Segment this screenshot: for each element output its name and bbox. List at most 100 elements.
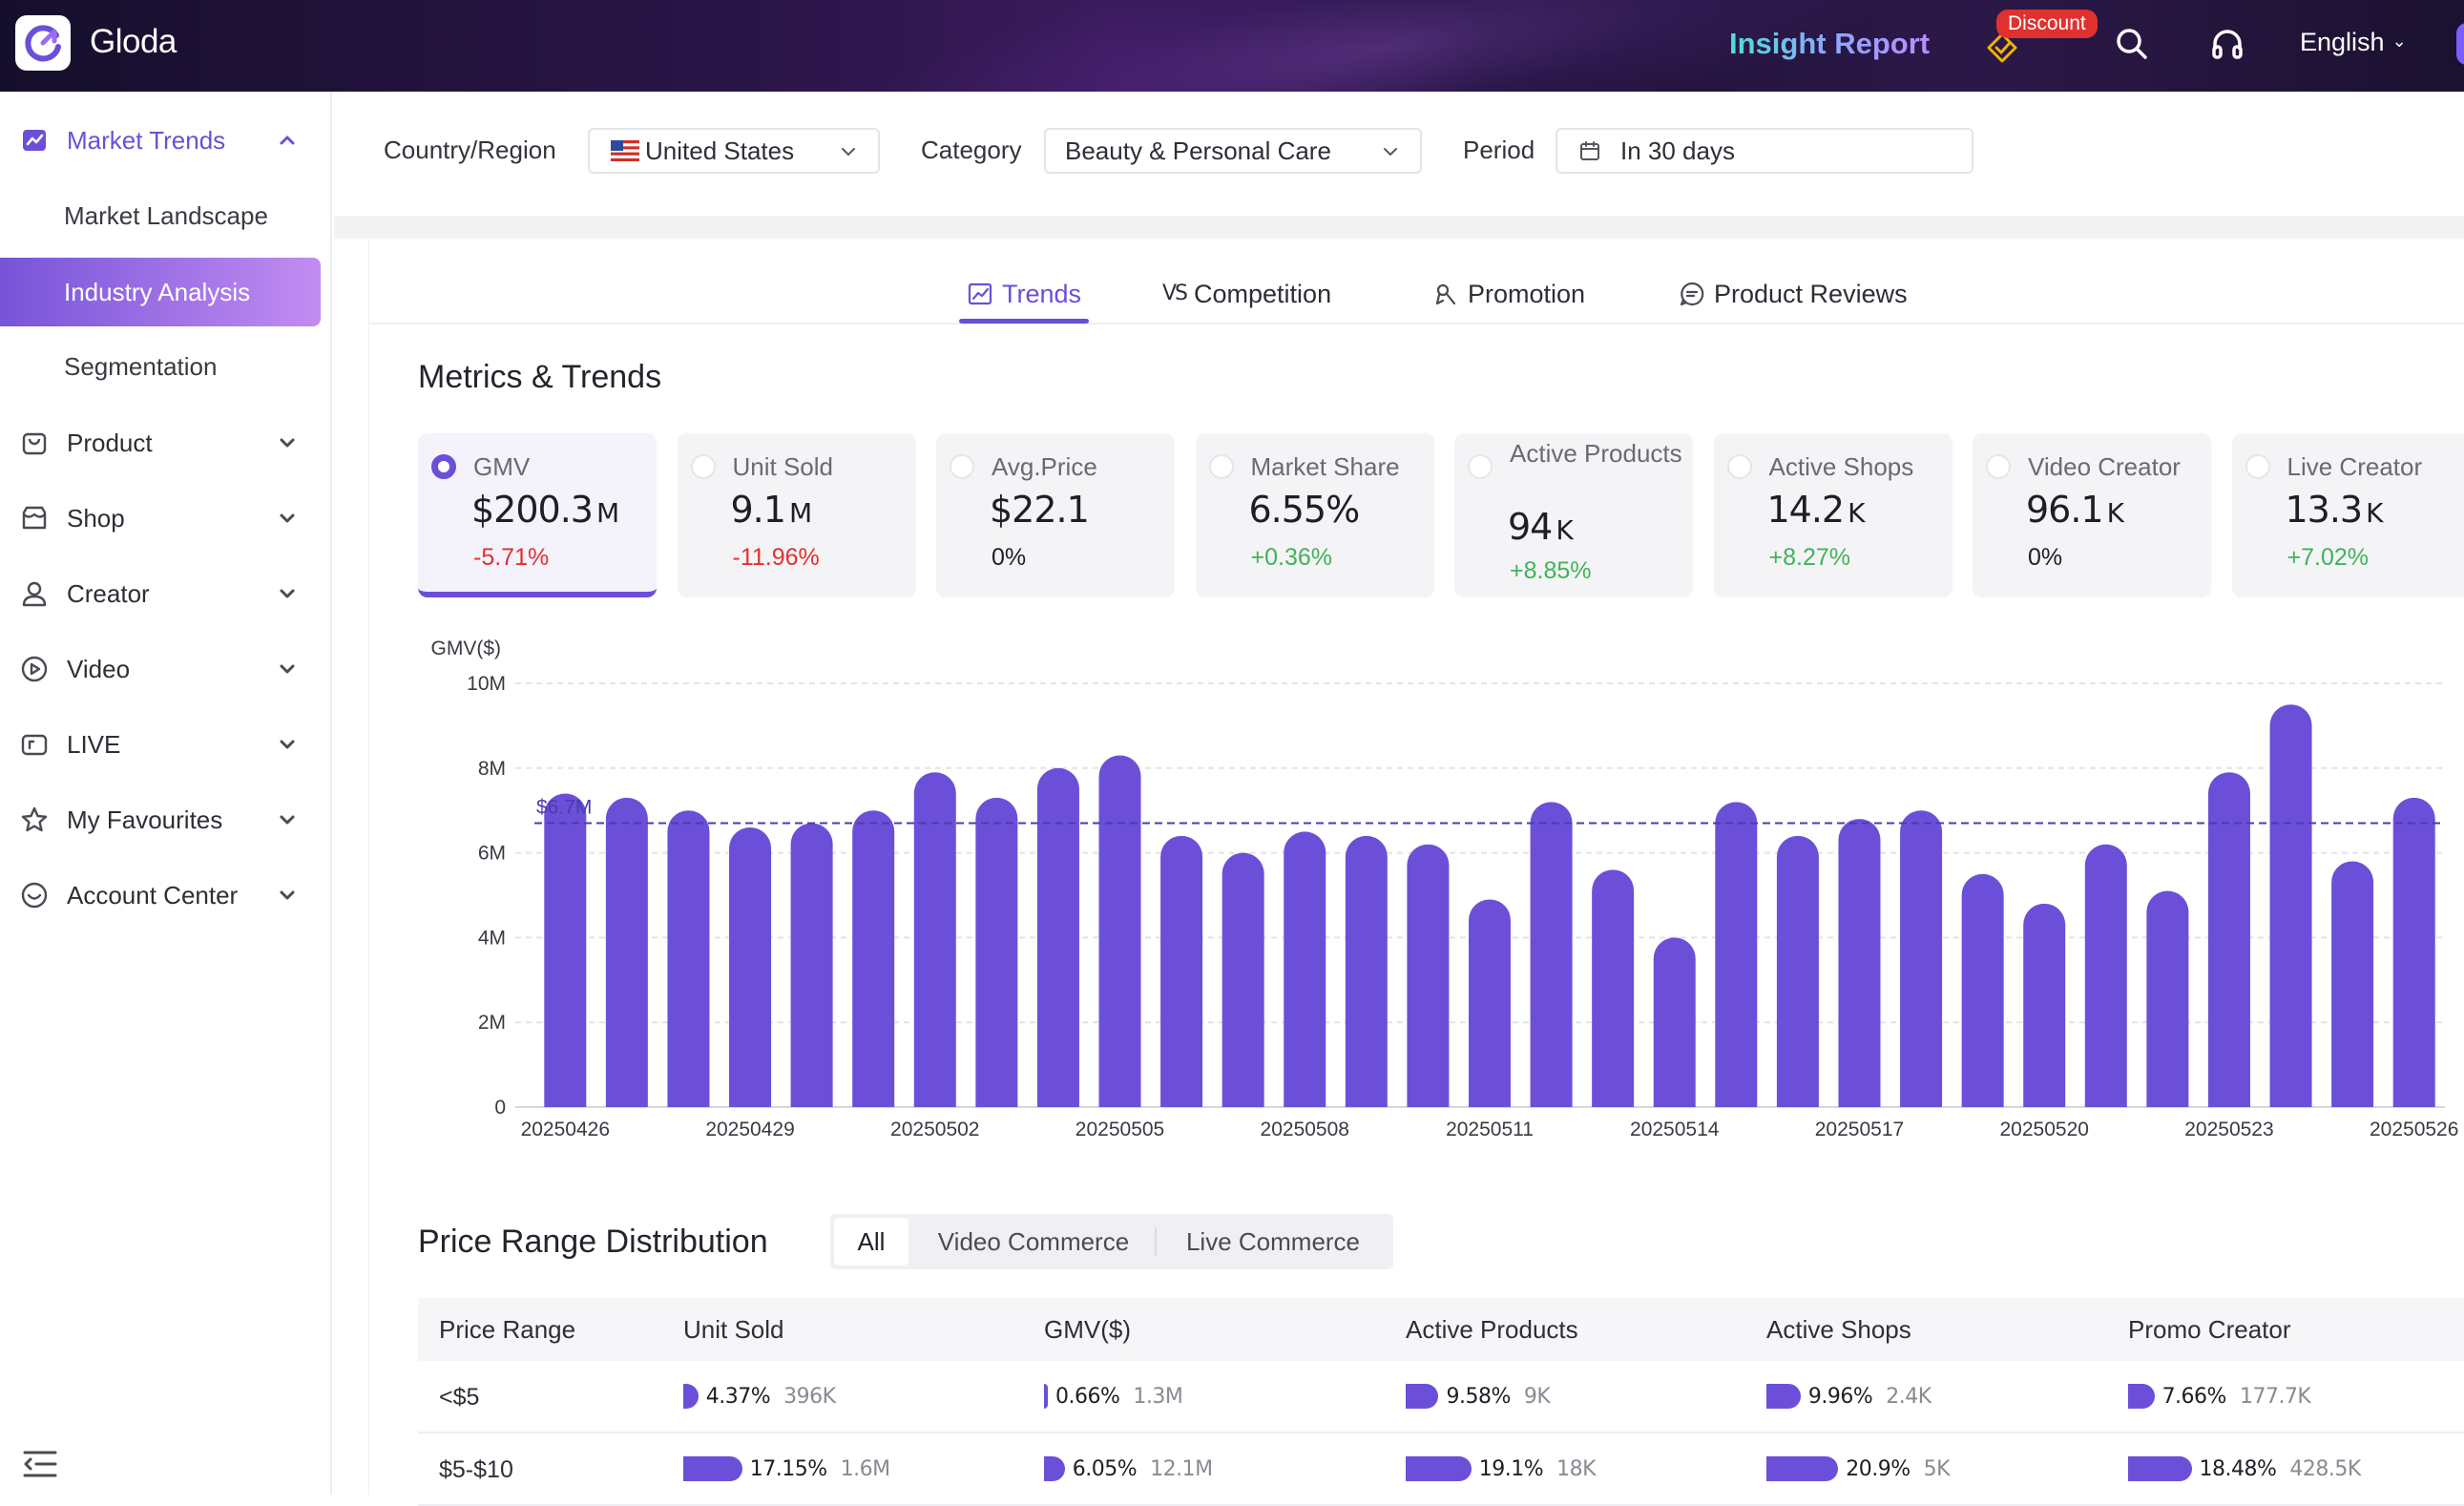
metric-value-number: 6.55% bbox=[1249, 489, 1360, 531]
metric-radio[interactable] bbox=[431, 454, 456, 479]
price-range-cell: $5-$10 bbox=[439, 1456, 513, 1484]
x-tick-label: 20250520 bbox=[2000, 1119, 2089, 1140]
share-cell: 4.37%396K bbox=[683, 1382, 836, 1411]
x-tick-label: 20250514 bbox=[1630, 1119, 1720, 1140]
metric-value-unit: M bbox=[596, 497, 618, 529]
user-avatar[interactable] bbox=[2456, 23, 2464, 65]
metric-value-number: 94 bbox=[1508, 506, 1552, 548]
sidebar-label-product: Product bbox=[67, 429, 153, 458]
share-bar bbox=[1406, 1384, 1438, 1409]
metric-radio[interactable] bbox=[2245, 454, 2270, 479]
chevron-down-icon bbox=[277, 734, 298, 755]
sidebar-item-market-trends[interactable]: Market Trends bbox=[0, 104, 332, 177]
share-cell: 0.66% 1.3M bbox=[1044, 1382, 1182, 1411]
share-cell: 20.9% 5K bbox=[1766, 1454, 1950, 1483]
sidebar-item-video[interactable]: Video bbox=[0, 633, 332, 705]
tab-trends[interactable]: Trends bbox=[968, 265, 1081, 323]
sidebar-item-segmentation[interactable]: Segmentation bbox=[0, 332, 321, 401]
vs-icon: VS bbox=[1162, 282, 1186, 306]
tab-competition[interactable]: VS Competition bbox=[1162, 265, 1331, 323]
share-absolute: 5K bbox=[1924, 1457, 1950, 1481]
metric-radio[interactable] bbox=[1468, 454, 1493, 479]
tab-trends-label: Trends bbox=[1002, 280, 1081, 309]
y-tick-label: 2M bbox=[478, 1012, 506, 1034]
gmv-bar-20250505 bbox=[1099, 755, 1141, 1107]
tab-promotion[interactable]: Promotion bbox=[1433, 265, 1585, 323]
insight-report-link[interactable]: Insight Report bbox=[1729, 27, 1930, 61]
sidebar-item-live[interactable]: LIVE bbox=[0, 708, 332, 781]
sidebar-label-segmentation: Segmentation bbox=[64, 352, 217, 382]
category-select[interactable]: Beauty & Personal Care bbox=[1044, 128, 1422, 174]
gmv-bar-20250430 bbox=[791, 824, 833, 1107]
segment-live-commerce[interactable]: Live Commerce bbox=[1159, 1218, 1388, 1265]
sidebar-item-market-landscape[interactable]: Market Landscape bbox=[0, 181, 321, 250]
share-absolute: 1.6M bbox=[841, 1457, 890, 1481]
collapse-sidebar-icon[interactable] bbox=[21, 1447, 59, 1481]
language-selector[interactable]: English⌄ bbox=[2300, 28, 2407, 57]
sidebar-item-shop[interactable]: Shop bbox=[0, 482, 332, 554]
col-unit-sold: Unit Sold bbox=[683, 1315, 784, 1345]
brand-name: Gloda bbox=[90, 23, 177, 61]
chevron-down-icon: ⌄ bbox=[2392, 31, 2407, 52]
gmv-bar-20250514 bbox=[1654, 937, 1696, 1107]
chevron-down-icon bbox=[840, 143, 857, 160]
gmv-bar-20250524 bbox=[2270, 704, 2312, 1107]
share-absolute: 1.3M bbox=[1133, 1385, 1182, 1409]
content-divider bbox=[334, 216, 2464, 239]
segment-all[interactable]: All bbox=[834, 1218, 908, 1265]
metric-value-unit: M bbox=[789, 497, 811, 529]
us-flag-icon bbox=[611, 140, 639, 161]
search-icon[interactable] bbox=[2113, 25, 2151, 63]
price-range-cell: <$5 bbox=[439, 1384, 479, 1412]
share-absolute: 2.4K bbox=[1886, 1385, 1931, 1409]
metric-value-unit: K bbox=[2366, 497, 2382, 529]
country-select[interactable]: United States bbox=[588, 128, 880, 174]
share-bar bbox=[683, 1384, 699, 1409]
period-picker[interactable]: In 30 days bbox=[1556, 128, 1973, 174]
col-active-products: Active Products bbox=[1406, 1315, 1578, 1345]
gmv-bar-20250511 bbox=[1469, 899, 1511, 1107]
discount-badge[interactable]: Discount bbox=[1996, 10, 2098, 38]
metric-radio[interactable] bbox=[950, 454, 974, 479]
metric-value-number: $22.1 bbox=[990, 489, 1089, 531]
y-tick-label: 0 bbox=[494, 1097, 506, 1119]
tab-product-reviews[interactable]: Product Reviews bbox=[1680, 265, 1908, 323]
metric-radio[interactable] bbox=[1727, 454, 1752, 479]
share-bar bbox=[683, 1456, 742, 1481]
sidebar-item-industry-analysis[interactable]: Industry Analysis bbox=[0, 258, 321, 326]
sidebar-item-product[interactable]: Product bbox=[0, 407, 332, 479]
segment-video-commerce[interactable]: Video Commerce bbox=[916, 1218, 1151, 1265]
metric-change: -5.71% bbox=[473, 544, 549, 572]
metric-radio[interactable] bbox=[1986, 454, 2011, 479]
metric-value-number: 9.1 bbox=[731, 489, 785, 531]
metric-change: 0% bbox=[992, 544, 1026, 572]
share-absolute: 18K bbox=[1556, 1457, 1596, 1481]
metric-radio[interactable] bbox=[1209, 454, 1234, 479]
headset-icon[interactable] bbox=[2208, 25, 2246, 63]
sidebar-item-account-center[interactable]: Account Center bbox=[0, 859, 332, 931]
metric-value-unit: K bbox=[2107, 497, 2123, 529]
sidebar-item-my-favourites[interactable]: My Favourites bbox=[0, 784, 332, 856]
share-cell: 17.15%1.6M bbox=[683, 1454, 890, 1483]
play-icon bbox=[19, 654, 50, 684]
gloda-logo[interactable] bbox=[15, 15, 71, 71]
share-absolute: 9K bbox=[1524, 1385, 1550, 1409]
share-percent: 20.9% bbox=[1846, 1457, 1910, 1481]
sidebar-item-creator[interactable]: Creator bbox=[0, 557, 332, 630]
metric-name: Market Share bbox=[1251, 452, 1428, 481]
share-percent: 19.1% bbox=[1479, 1457, 1543, 1481]
share-percent: 0.66% bbox=[1055, 1385, 1119, 1409]
metric-value-number: 14.2 bbox=[1767, 489, 1845, 531]
metric-radio[interactable] bbox=[691, 454, 716, 479]
share-percent: 6.05% bbox=[1073, 1457, 1137, 1481]
